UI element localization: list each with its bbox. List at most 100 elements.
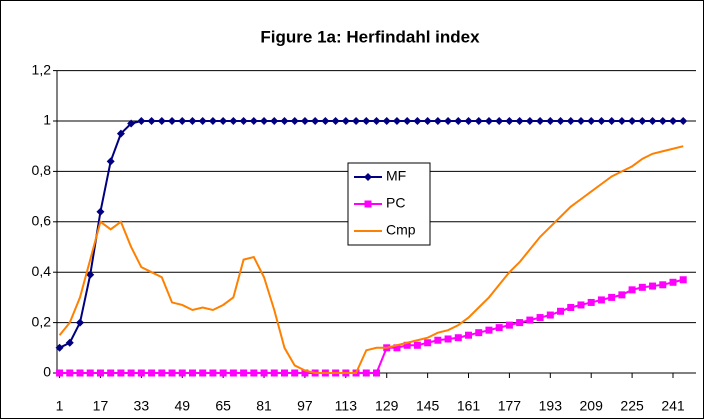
marker xyxy=(423,117,432,125)
marker xyxy=(117,369,125,377)
marker xyxy=(536,314,544,322)
marker xyxy=(495,324,503,332)
marker xyxy=(658,117,667,125)
x-tick-label: 49 xyxy=(174,398,190,414)
marker xyxy=(301,369,309,377)
x-tick-label: 145 xyxy=(416,398,440,414)
x-tick-label: 241 xyxy=(661,398,685,414)
marker xyxy=(515,117,524,125)
marker xyxy=(260,369,268,377)
marker xyxy=(403,341,411,349)
marker xyxy=(475,329,483,337)
x-tick-label: 209 xyxy=(580,398,604,414)
x-tick-label: 113 xyxy=(335,398,358,414)
marker xyxy=(649,282,657,290)
marker xyxy=(484,117,493,125)
series-line xyxy=(58,145,684,374)
marker xyxy=(454,117,463,125)
marker xyxy=(454,334,462,342)
marker xyxy=(413,341,421,349)
marker xyxy=(270,369,278,377)
marker xyxy=(659,281,667,289)
marker xyxy=(127,119,136,128)
marker xyxy=(638,283,646,291)
marker xyxy=(424,339,432,347)
legend-label: MF xyxy=(386,168,406,184)
marker xyxy=(168,369,176,377)
marker xyxy=(597,117,606,125)
marker xyxy=(362,117,371,125)
marker xyxy=(618,291,626,299)
marker xyxy=(240,369,248,377)
marker xyxy=(668,117,677,125)
marker xyxy=(587,298,595,306)
marker xyxy=(116,129,125,138)
marker xyxy=(373,369,380,377)
marker xyxy=(178,117,187,125)
marker xyxy=(364,200,372,208)
marker xyxy=(291,369,299,377)
marker xyxy=(76,318,85,327)
marker xyxy=(576,117,585,125)
chart-title: Figure 1a: Herfindahl index xyxy=(260,27,480,46)
marker xyxy=(280,117,289,125)
marker xyxy=(137,369,145,377)
x-tick-label: 17 xyxy=(93,398,109,414)
marker xyxy=(608,293,616,301)
marker xyxy=(55,343,64,352)
marker xyxy=(208,117,217,125)
marker xyxy=(127,369,135,377)
y-tick-label: 0,8 xyxy=(32,162,52,178)
marker xyxy=(76,369,84,377)
y-tick-label: 0,4 xyxy=(32,263,52,279)
marker xyxy=(137,117,146,125)
marker xyxy=(567,303,575,311)
marker xyxy=(464,117,473,125)
marker xyxy=(229,117,238,125)
y-tick-label: 0,6 xyxy=(32,213,52,229)
marker xyxy=(638,117,647,125)
marker xyxy=(158,369,166,377)
marker xyxy=(199,369,207,377)
marker xyxy=(372,117,381,125)
marker xyxy=(331,117,340,125)
marker xyxy=(444,117,453,125)
marker xyxy=(392,117,401,125)
marker xyxy=(607,117,616,125)
marker xyxy=(444,335,452,343)
marker xyxy=(56,369,64,377)
marker xyxy=(669,278,677,286)
marker xyxy=(403,117,412,125)
marker xyxy=(229,369,237,377)
marker xyxy=(628,117,637,125)
x-tick-label: 81 xyxy=(256,398,272,414)
marker xyxy=(107,369,115,377)
marker xyxy=(362,369,370,377)
x-tick-label: 97 xyxy=(297,398,313,414)
marker xyxy=(341,117,350,125)
marker xyxy=(485,326,493,334)
marker xyxy=(157,117,166,125)
marker xyxy=(198,117,207,125)
x-tick-label: 129 xyxy=(375,398,399,414)
marker xyxy=(557,307,565,315)
marker xyxy=(546,311,554,319)
marker xyxy=(679,276,687,284)
marker xyxy=(311,117,320,125)
marker xyxy=(66,369,74,377)
marker xyxy=(321,117,330,125)
marker xyxy=(219,369,227,377)
marker xyxy=(86,369,94,377)
marker xyxy=(505,321,513,329)
y-tick-label: 1,2 xyxy=(32,61,52,77)
legend-label: PC xyxy=(386,195,405,211)
marker xyxy=(516,319,524,327)
marker xyxy=(65,338,74,347)
marker xyxy=(525,117,534,125)
marker xyxy=(413,117,422,125)
x-tick-label: 65 xyxy=(215,398,231,414)
marker xyxy=(280,369,288,377)
marker xyxy=(617,117,626,125)
marker xyxy=(577,301,585,309)
marker xyxy=(433,117,442,125)
